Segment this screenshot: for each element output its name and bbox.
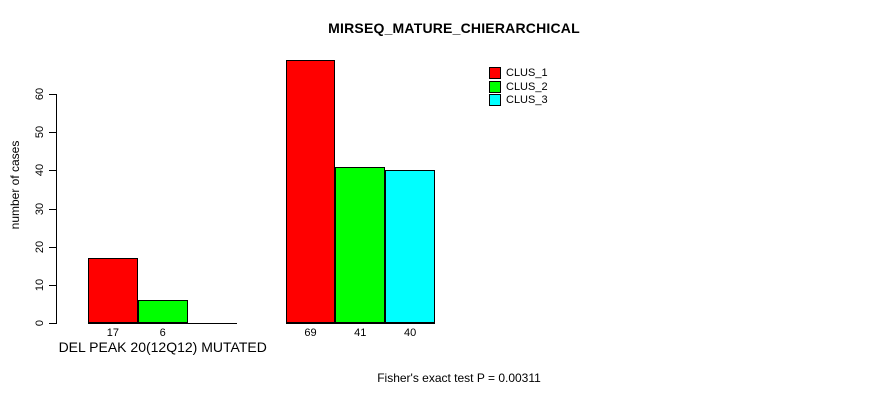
y-axis-tick — [49, 170, 56, 172]
bar-clus_1 — [88, 258, 138, 323]
bar-clus_2 — [137, 300, 188, 323]
legend-label: CLUS_2 — [506, 80, 548, 93]
y-axis-tick-label: 60 — [34, 87, 46, 101]
legend-swatch-clus_1 — [489, 67, 501, 79]
y-axis-tick-label: 40 — [34, 164, 46, 177]
y-axis-tick-label: 30 — [34, 202, 46, 215]
chart-title: MIRSEQ_MATURE_CHIERARCHICAL — [328, 20, 580, 36]
bar-value-label: 41 — [354, 327, 367, 339]
bar-value-label: 17 — [106, 327, 120, 339]
y-axis-line — [56, 94, 57, 324]
y-axis-tick — [49, 323, 56, 324]
bar-value-label: 40 — [403, 327, 417, 339]
group-category-label: DEL PEAK 20(12Q12) MUTATED — [58, 339, 267, 355]
y-axis-tick — [49, 284, 56, 286]
y-axis-tick — [49, 132, 56, 134]
bar-clus_2 — [335, 166, 386, 323]
y-axis-tick — [49, 246, 56, 248]
x-axis-baseline — [88, 323, 238, 324]
bar-value-label: 69 — [304, 327, 317, 339]
legend-swatch-clus_2 — [489, 80, 501, 93]
x-axis-baseline — [285, 323, 435, 324]
fisher-test-annotation: Fisher's exact test P = 0.00311 — [377, 371, 541, 385]
y-axis-tick-label: 50 — [34, 126, 46, 139]
y-axis-tick-label: 20 — [34, 240, 46, 253]
bar-clus_3 — [385, 170, 435, 323]
bar-clus_1 — [285, 59, 336, 323]
legend-label: CLUS_3 — [506, 94, 548, 106]
legend-entry: CLUS_1 — [489, 67, 548, 79]
y-axis-label: number of cases — [8, 140, 22, 230]
legend-swatch-clus_3 — [489, 94, 501, 106]
y-axis-tick — [49, 94, 56, 95]
y-axis-tick-label: 10 — [34, 278, 46, 291]
legend-entry: CLUS_3 — [489, 94, 548, 106]
y-axis-tick — [49, 208, 56, 210]
bar-value-label: 6 — [159, 327, 166, 339]
y-axis-tick-label: 0 — [34, 319, 46, 327]
legend-entry: CLUS_2 — [489, 80, 548, 93]
legend-label: CLUS_1 — [506, 67, 548, 79]
